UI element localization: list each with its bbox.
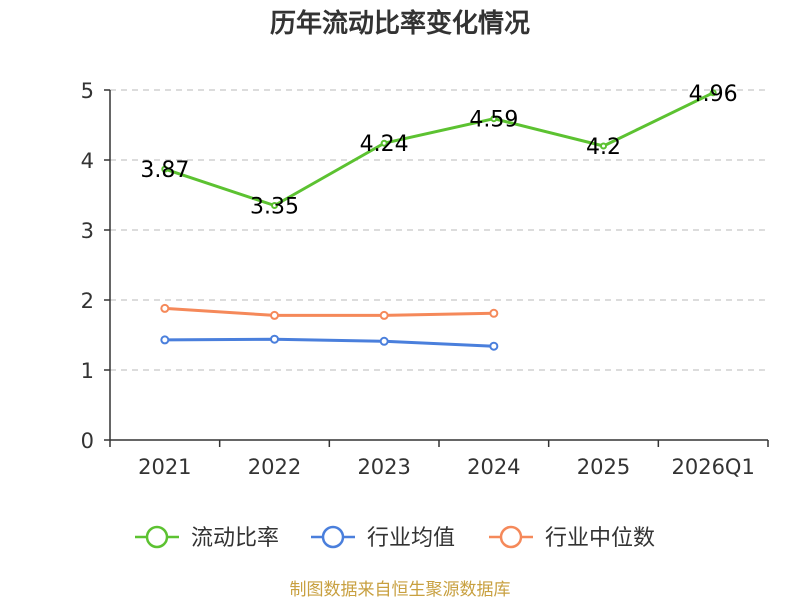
y-tick-label: 4 bbox=[81, 149, 94, 173]
data-point bbox=[160, 303, 170, 313]
data-labels: 3.87 3.35 4.24 4.59 4.2 4.96 bbox=[140, 82, 737, 220]
y-tick-label: 1 bbox=[81, 359, 94, 383]
data-point bbox=[489, 341, 499, 351]
x-axis: 2021 2022 2023 2024 2025 2026Q1 bbox=[109, 439, 769, 479]
y-tick-label: 5 bbox=[81, 79, 94, 103]
data-label: 4.2 bbox=[586, 135, 621, 160]
legend-marker bbox=[321, 525, 345, 549]
data-point bbox=[379, 310, 389, 320]
data-point bbox=[600, 142, 607, 150]
data-point bbox=[160, 335, 170, 345]
y-axis: 0 1 2 3 4 5 bbox=[81, 79, 111, 453]
series-line-2 bbox=[164, 306, 494, 317]
x-tick-label: 2021 bbox=[138, 455, 191, 479]
legend-item-1[interactable]: 行业均值 bbox=[311, 525, 455, 551]
legend-item-2[interactable]: 行业中位数 bbox=[489, 525, 655, 551]
x-tick-label: 2022 bbox=[248, 455, 301, 479]
legend-marker bbox=[145, 525, 169, 549]
legend-item-0[interactable]: 流动比率 bbox=[135, 525, 279, 551]
data-label: 3.87 bbox=[140, 158, 189, 183]
data-point bbox=[271, 202, 278, 209]
data-point bbox=[709, 89, 717, 97]
data-point bbox=[270, 334, 279, 344]
series-line-1 bbox=[164, 337, 494, 348]
series-layer bbox=[160, 89, 717, 351]
data-label: 3.35 bbox=[250, 195, 299, 220]
y-tick-label: 3 bbox=[81, 219, 94, 243]
legend-label: 行业中位数 bbox=[545, 526, 655, 551]
data-point bbox=[490, 115, 498, 123]
y-tick-label: 0 bbox=[81, 429, 94, 453]
data-point bbox=[270, 310, 279, 320]
data-label: 4.24 bbox=[360, 132, 409, 157]
series-line-0 bbox=[164, 91, 714, 207]
legend-label: 行业均值 bbox=[367, 526, 455, 551]
legend-marker bbox=[499, 525, 523, 549]
legend[interactable]: 流动比率 行业均值 行业中位数 bbox=[135, 525, 655, 551]
source-note: 制图数据来自恒生聚源数据库 bbox=[290, 580, 511, 600]
x-tick-label: 2025 bbox=[577, 455, 630, 479]
data-label: 4.96 bbox=[689, 82, 738, 107]
y-tick-label: 2 bbox=[81, 289, 94, 313]
x-tick-label: 2024 bbox=[467, 455, 520, 479]
x-tick-label: 2026Q1 bbox=[671, 455, 754, 479]
x-tick-label: 2023 bbox=[357, 455, 410, 479]
data-point bbox=[379, 336, 389, 346]
data-label: 4.59 bbox=[469, 108, 518, 133]
data-point bbox=[380, 139, 388, 147]
chart-title: 历年流动比率变化情况 bbox=[270, 8, 530, 39]
legend-label: 流动比率 bbox=[191, 526, 279, 551]
data-point bbox=[161, 165, 169, 173]
data-point bbox=[489, 308, 499, 318]
